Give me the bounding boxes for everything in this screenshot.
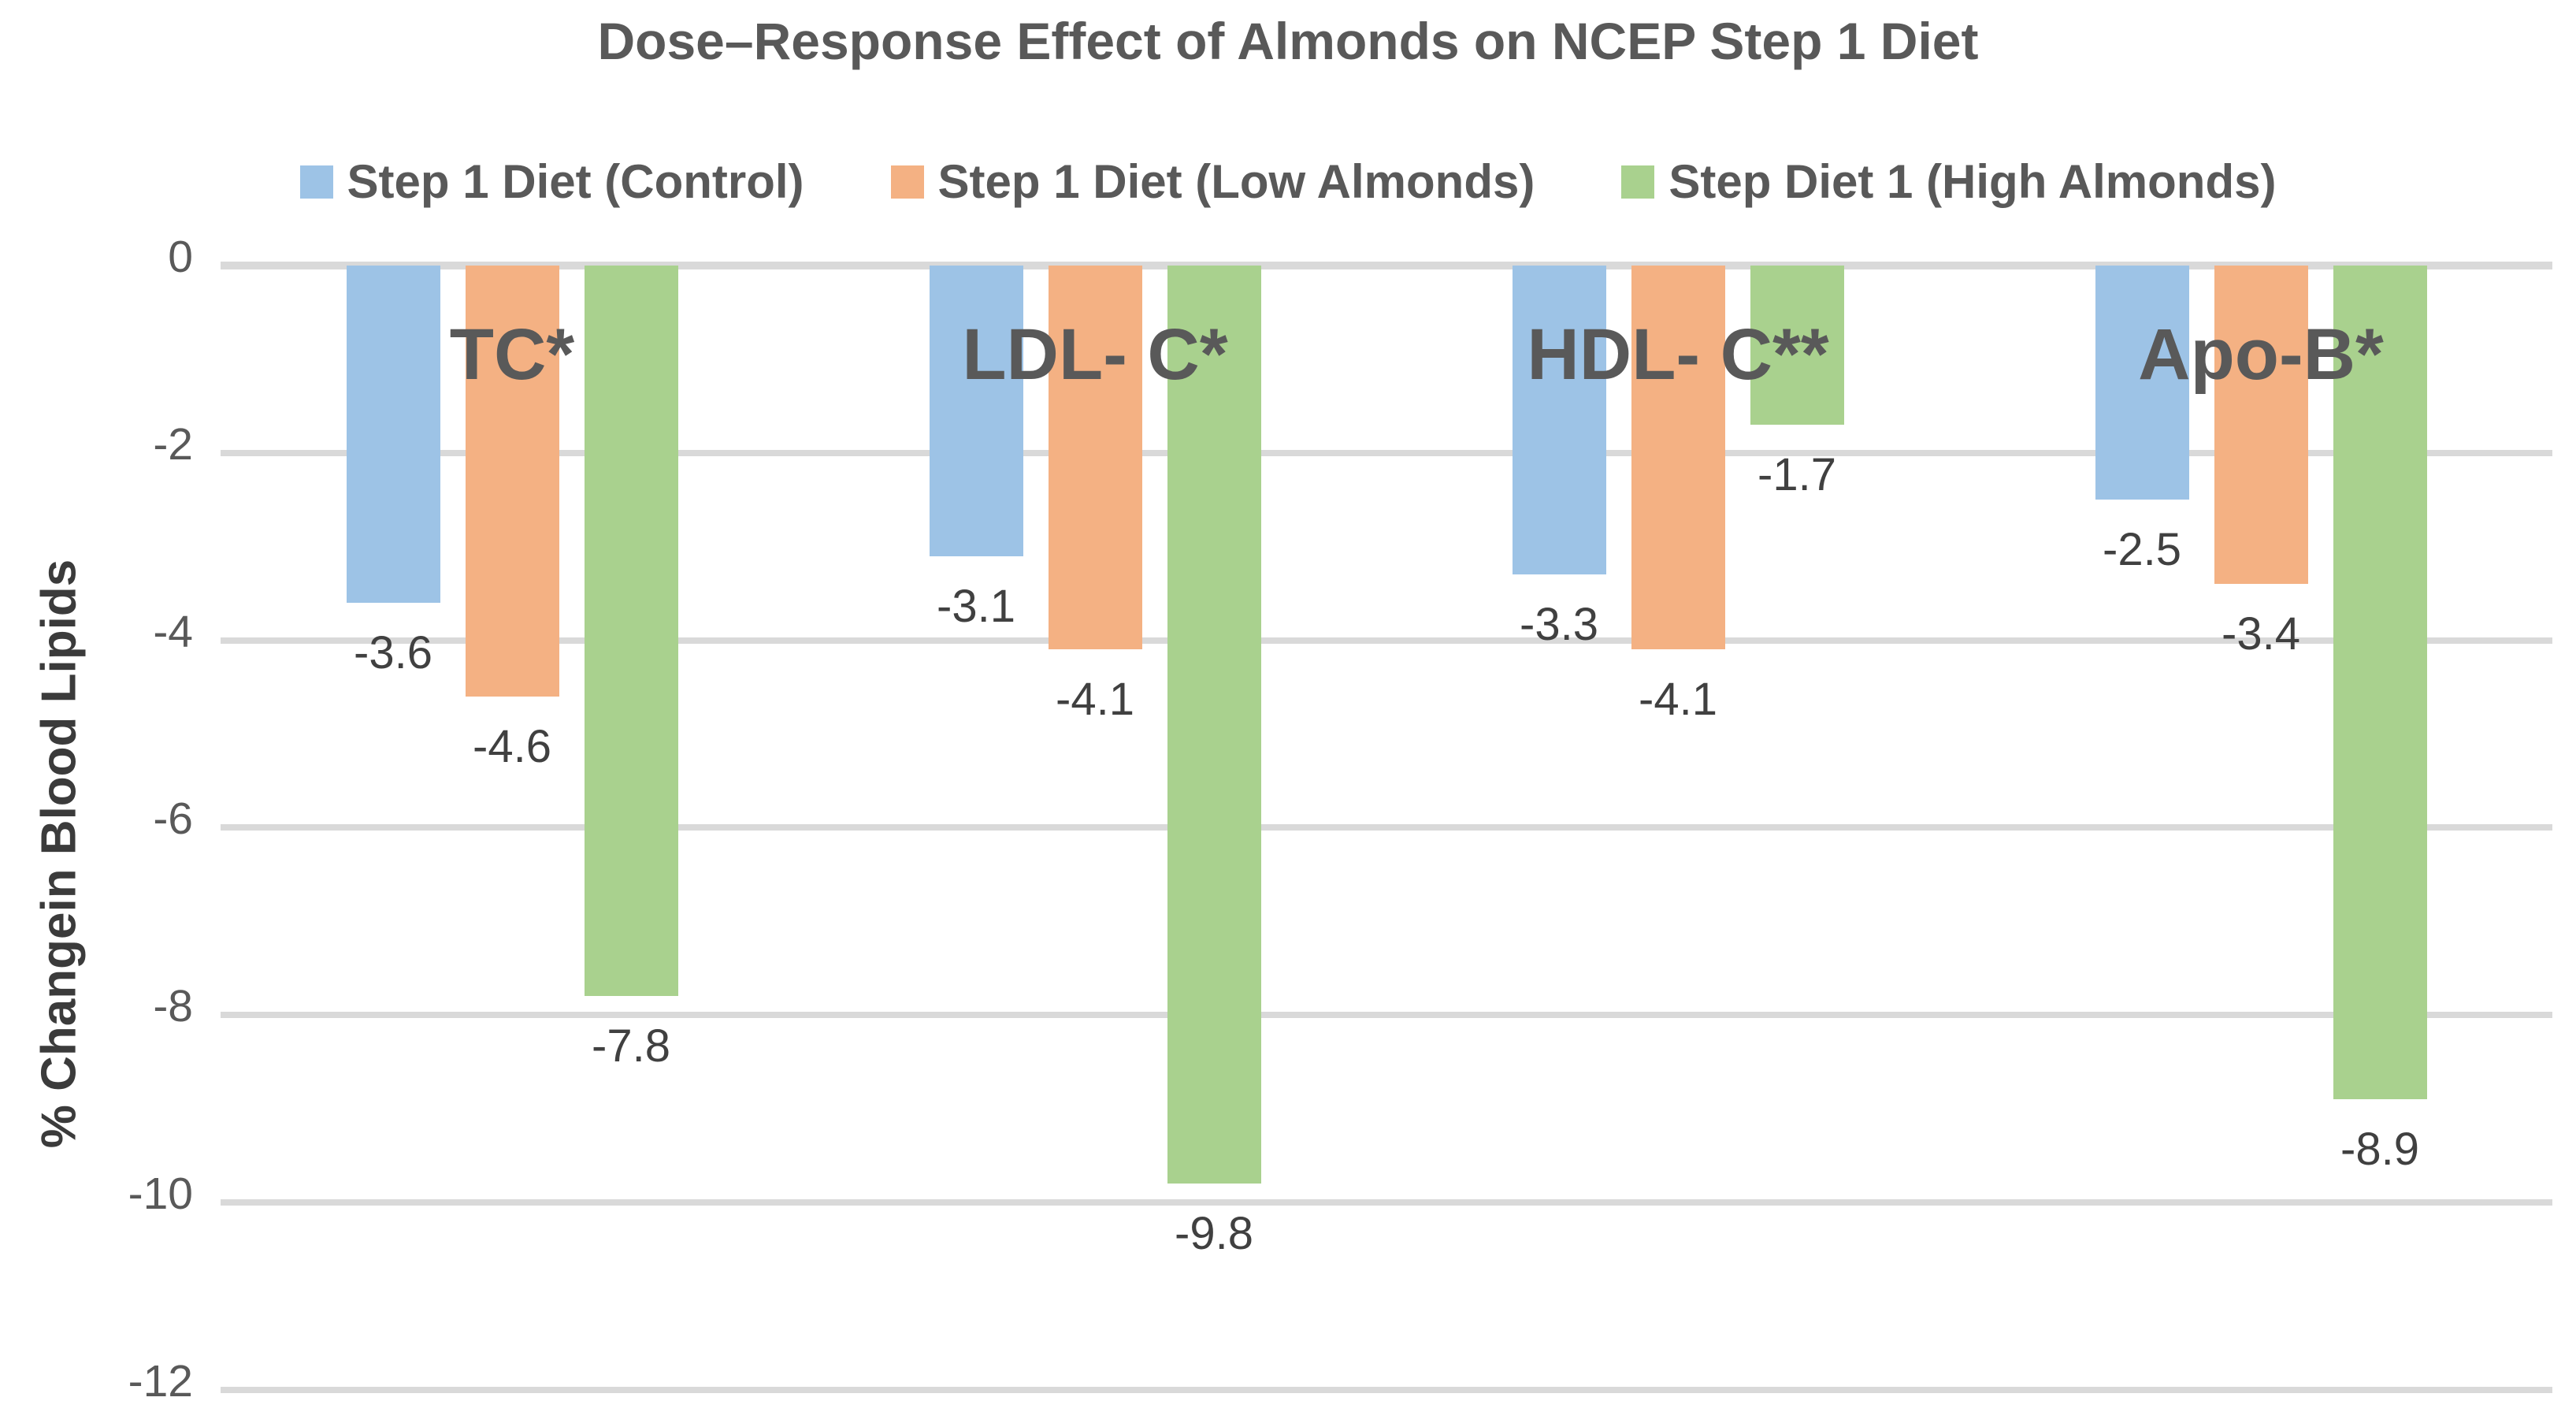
zero-gridline [221, 262, 2552, 269]
chart-legend: Step 1 Diet (Control) Step 1 Diet (Low Al… [0, 154, 2576, 209]
bar-series1-cat3 [2214, 266, 2308, 585]
value-label: -3.4 [2222, 608, 2300, 660]
value-label: -2.5 [2103, 524, 2181, 576]
value-label: -7.8 [592, 1020, 670, 1072]
bar-series2-cat3 [2333, 266, 2427, 1100]
category-label: LDL- C* [962, 314, 1228, 395]
y-tick-label: 0 [168, 232, 193, 282]
value-label: -4.1 [1056, 674, 1134, 726]
y-axis-title: % Changein Blood Lipids [32, 559, 87, 1149]
legend-label: Step 1 Diet (Low Almonds) [937, 155, 1535, 208]
gridline [221, 449, 2552, 456]
y-tick-label: -2 [153, 418, 193, 470]
legend-swatch-icon [1621, 165, 1655, 199]
y-tick-label: -12 [128, 1355, 193, 1407]
gridline [221, 1012, 2552, 1019]
y-tick-label: -4 [153, 606, 193, 657]
category-label: Apo-B* [2138, 314, 2384, 395]
gridline [221, 1386, 2552, 1393]
y-tick-label: -6 [153, 793, 193, 845]
value-label: -4.1 [1639, 674, 1717, 726]
bar-series0-cat0 [346, 266, 440, 604]
bar-series2-cat0 [584, 266, 678, 997]
bar-series1-cat1 [1048, 266, 1142, 650]
bar-series0-cat1 [929, 266, 1023, 556]
bar-series0-cat2 [1512, 266, 1606, 575]
chart-title: Dose–Response Effect of Almonds on NCEP … [597, 12, 1979, 70]
y-tick-label: -10 [128, 1169, 193, 1219]
legend-label: Step 1 Diet (Control) [347, 155, 804, 208]
value-label: -3.6 [354, 627, 432, 679]
legend-item-1: Step 1 Diet (Low Almonds) [890, 154, 1535, 209]
legend-swatch-icon [890, 165, 924, 199]
legend-item-0: Step 1 Diet (Control) [299, 154, 804, 209]
bar-series1-cat2 [1631, 266, 1725, 650]
legend-label: Step Diet 1 (High Almonds) [1668, 155, 2277, 208]
bar-series1-cat0 [465, 266, 559, 697]
legend-item-2: Step Diet 1 (High Almonds) [1621, 154, 2276, 209]
gridline [221, 824, 2552, 831]
category-label: TC* [449, 314, 575, 395]
legend-swatch-icon [299, 165, 333, 199]
value-label: -9.8 [1175, 1208, 1253, 1260]
y-tick-label: -8 [153, 981, 193, 1032]
value-label: -8.9 [2340, 1124, 2419, 1176]
category-label: HDL- C** [1527, 314, 1829, 395]
bar-series0-cat3 [2095, 266, 2189, 500]
gridline [221, 1199, 2552, 1206]
bar-series2-cat2 [1750, 266, 1844, 425]
gridline [221, 637, 2552, 644]
bar-series2-cat1 [1167, 266, 1261, 1184]
value-label: -1.7 [1758, 449, 1836, 501]
value-label: -3.3 [1520, 599, 1598, 651]
value-label: -4.6 [473, 720, 551, 772]
value-label: -3.1 [937, 580, 1015, 632]
